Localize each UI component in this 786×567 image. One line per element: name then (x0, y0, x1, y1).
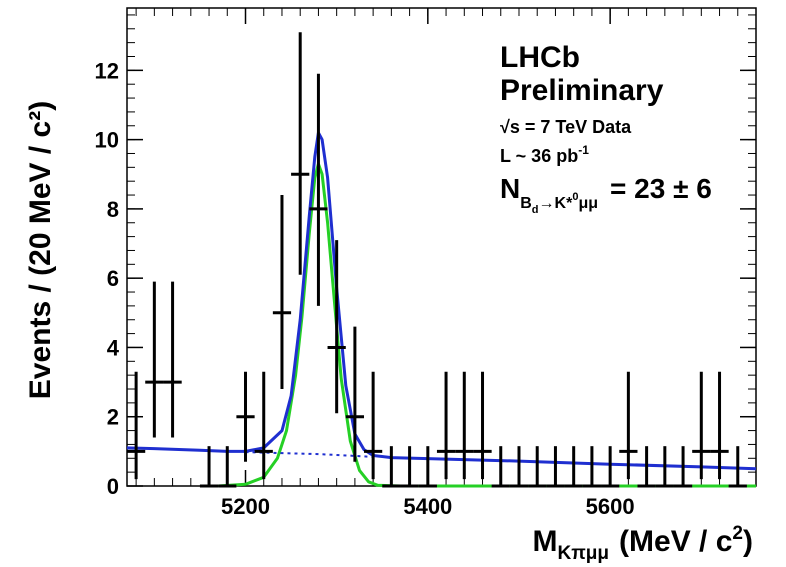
data-point (564, 446, 583, 488)
data-point (491, 446, 510, 488)
data-point (400, 446, 419, 488)
yield-sub-b: B (520, 195, 532, 212)
status-label: Preliminary (500, 74, 664, 107)
x-axis-title-unit-close: ) (743, 525, 753, 558)
data-point (673, 446, 693, 488)
x-axis-title-sub: Kπμμ (558, 543, 610, 564)
x-axis-title-main: M (533, 525, 558, 558)
data-point (382, 446, 401, 488)
lumi-label: L ~ 36 pb-1 (500, 143, 589, 166)
yield-sub-end: μμ (578, 195, 598, 212)
yield-label: NBd→K*0μμ = 23 ± 6 (500, 173, 712, 216)
experiment-label: LHCb (500, 41, 580, 74)
data-point (236, 371, 255, 462)
data-point (199, 446, 219, 488)
x-axis-title: MKπμμ (MeV / c2) (533, 523, 753, 564)
y-tick-label: 8 (107, 197, 119, 222)
yield-value: = 23 ± 6 (610, 173, 712, 204)
y-tick-label: 12 (95, 58, 119, 83)
data-point (655, 446, 674, 488)
yield-sub-sup: 0 (572, 191, 578, 203)
data-point (528, 446, 547, 488)
x-tick-label: 5600 (586, 494, 635, 519)
yield-sub-d: d (532, 204, 539, 216)
data-point (418, 446, 437, 488)
data-point (327, 240, 346, 414)
data-point (364, 371, 383, 480)
data-point (436, 371, 456, 480)
data-point (619, 371, 638, 480)
data-point (345, 326, 365, 462)
data-point (309, 73, 328, 306)
data-point (127, 371, 146, 480)
background-curve (245, 451, 374, 458)
data-point (728, 446, 747, 488)
x-axis-title-unit-sup: 2 (732, 523, 743, 544)
data-point (546, 446, 565, 488)
data-point (145, 281, 164, 438)
signal-curve (218, 162, 756, 488)
y-tick-label: 4 (107, 335, 120, 360)
x-axis-title-unit: (MeV / c (619, 525, 732, 558)
lumi-sup: -1 (578, 143, 589, 157)
data-point (509, 446, 529, 488)
data-point (473, 371, 492, 480)
data-point (291, 32, 310, 275)
x-tick-label: 5400 (403, 494, 452, 519)
y-tick-label: 2 (107, 405, 119, 430)
data-point (601, 446, 620, 488)
y-axis-title: Events / (20 MeV / c²) (24, 101, 57, 399)
yield-sub-rest: →K* (539, 195, 574, 212)
data-point (692, 371, 711, 480)
data-point (218, 446, 237, 488)
y-tick-label: 10 (95, 128, 119, 153)
data-point (272, 195, 292, 390)
data-point (254, 371, 273, 480)
energy-label: √s = 7 TeV Data (500, 117, 632, 137)
y-axis-ticks: 0 2 4 6 8 10 12 (95, 14, 756, 499)
y-tick-label: 0 (107, 474, 119, 499)
data-point (163, 281, 182, 438)
data-point (455, 371, 474, 480)
annotation-block: LHCb Preliminary √s = 7 TeV Data L ~ 36 … (500, 41, 712, 216)
data-point (582, 446, 602, 488)
data-point (710, 371, 729, 480)
data-point (637, 446, 656, 488)
data-points (127, 32, 747, 488)
lumi-prefix: L ~ 36 pb (500, 146, 578, 166)
x-tick-label: 5200 (221, 494, 270, 519)
yield-n: N (500, 173, 520, 204)
y-tick-label: 6 (107, 266, 119, 291)
